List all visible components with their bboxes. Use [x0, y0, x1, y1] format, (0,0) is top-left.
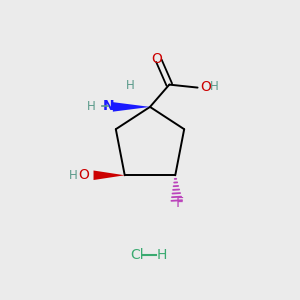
Text: O: O [200, 80, 211, 94]
Text: N: N [103, 99, 114, 113]
Polygon shape [113, 102, 150, 112]
Text: Cl: Cl [130, 248, 143, 262]
Text: H: H [209, 80, 218, 94]
Text: O: O [78, 168, 89, 182]
Text: H: H [125, 79, 134, 92]
Polygon shape [94, 170, 125, 180]
Text: O: O [152, 52, 162, 66]
Text: H: H [69, 169, 78, 182]
Text: H: H [87, 100, 96, 112]
Text: F: F [176, 196, 184, 210]
Text: H: H [157, 248, 167, 262]
